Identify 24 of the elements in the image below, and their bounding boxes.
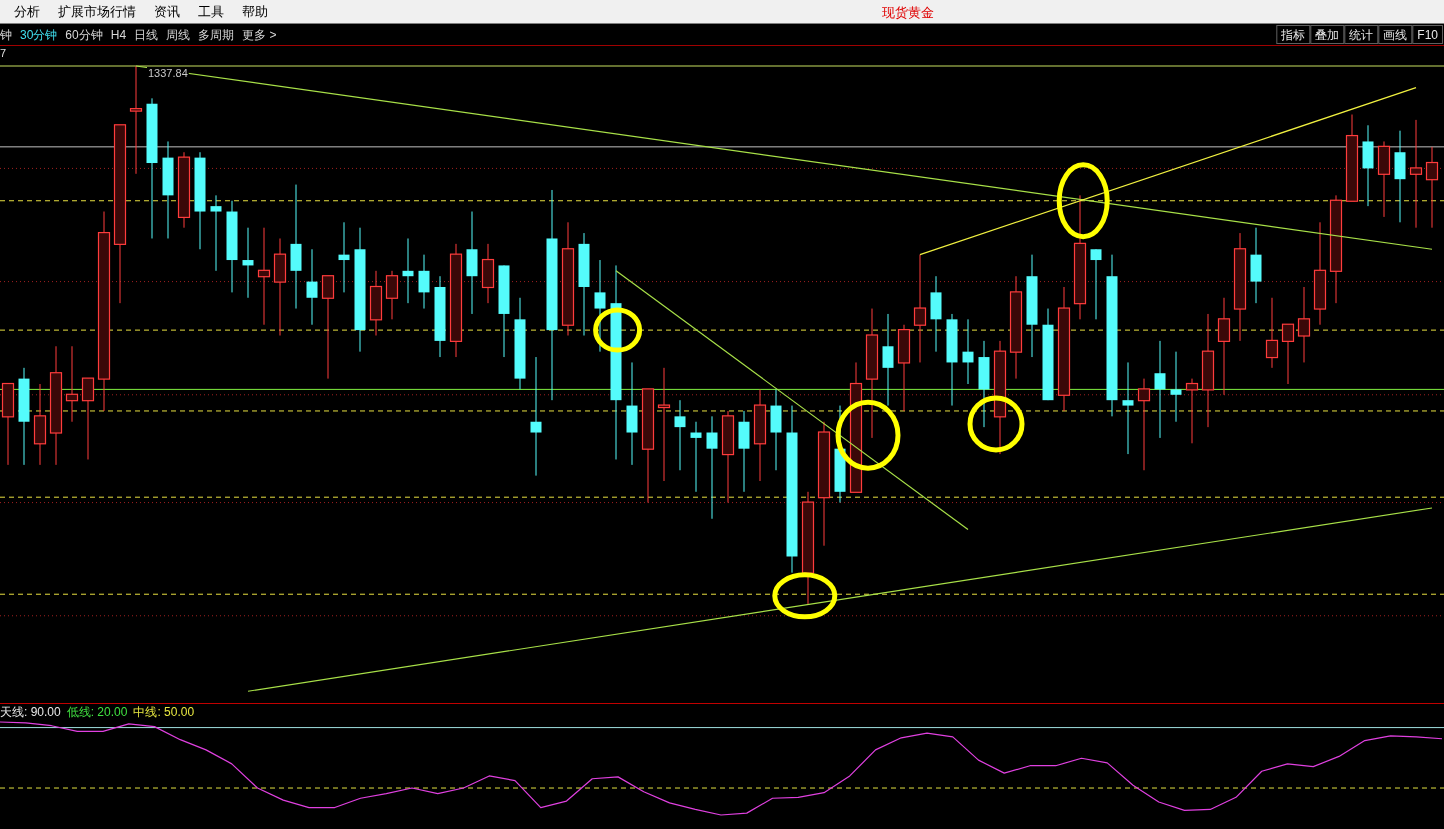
- text: 周线: [166, 28, 191, 42]
- text: 帮助: [242, 4, 268, 19]
- text: 现货黄金: [882, 5, 934, 20]
- text: 工具: [198, 4, 224, 19]
- text: 资讯: [154, 4, 180, 19]
- text: 日线: [134, 28, 159, 42]
- annotation: 1337.84: [148, 67, 188, 79]
- text: 低线: 20.00: [66, 705, 128, 719]
- text: 分析: [14, 4, 40, 19]
- text: F10: [1417, 28, 1439, 42]
- text: H4: [110, 28, 127, 42]
- text: 指标: [1280, 28, 1306, 42]
- text: 天线: 90.00: [0, 705, 62, 719]
- text: 60分钟: [65, 28, 103, 42]
- annotations: 7 1337.84: [0, 47, 189, 79]
- text: 中线: 50.00: [133, 705, 195, 719]
- text: 更多 >: [242, 28, 277, 42]
- text: 扩展市场行情: [58, 4, 136, 19]
- text: 叠加: [1315, 28, 1340, 42]
- text: 多周期: [198, 28, 235, 42]
- text: 画线: [1383, 28, 1408, 42]
- text: 钟: [0, 28, 12, 42]
- text: 30分钟: [20, 28, 58, 42]
- text: 统计: [1349, 28, 1374, 42]
